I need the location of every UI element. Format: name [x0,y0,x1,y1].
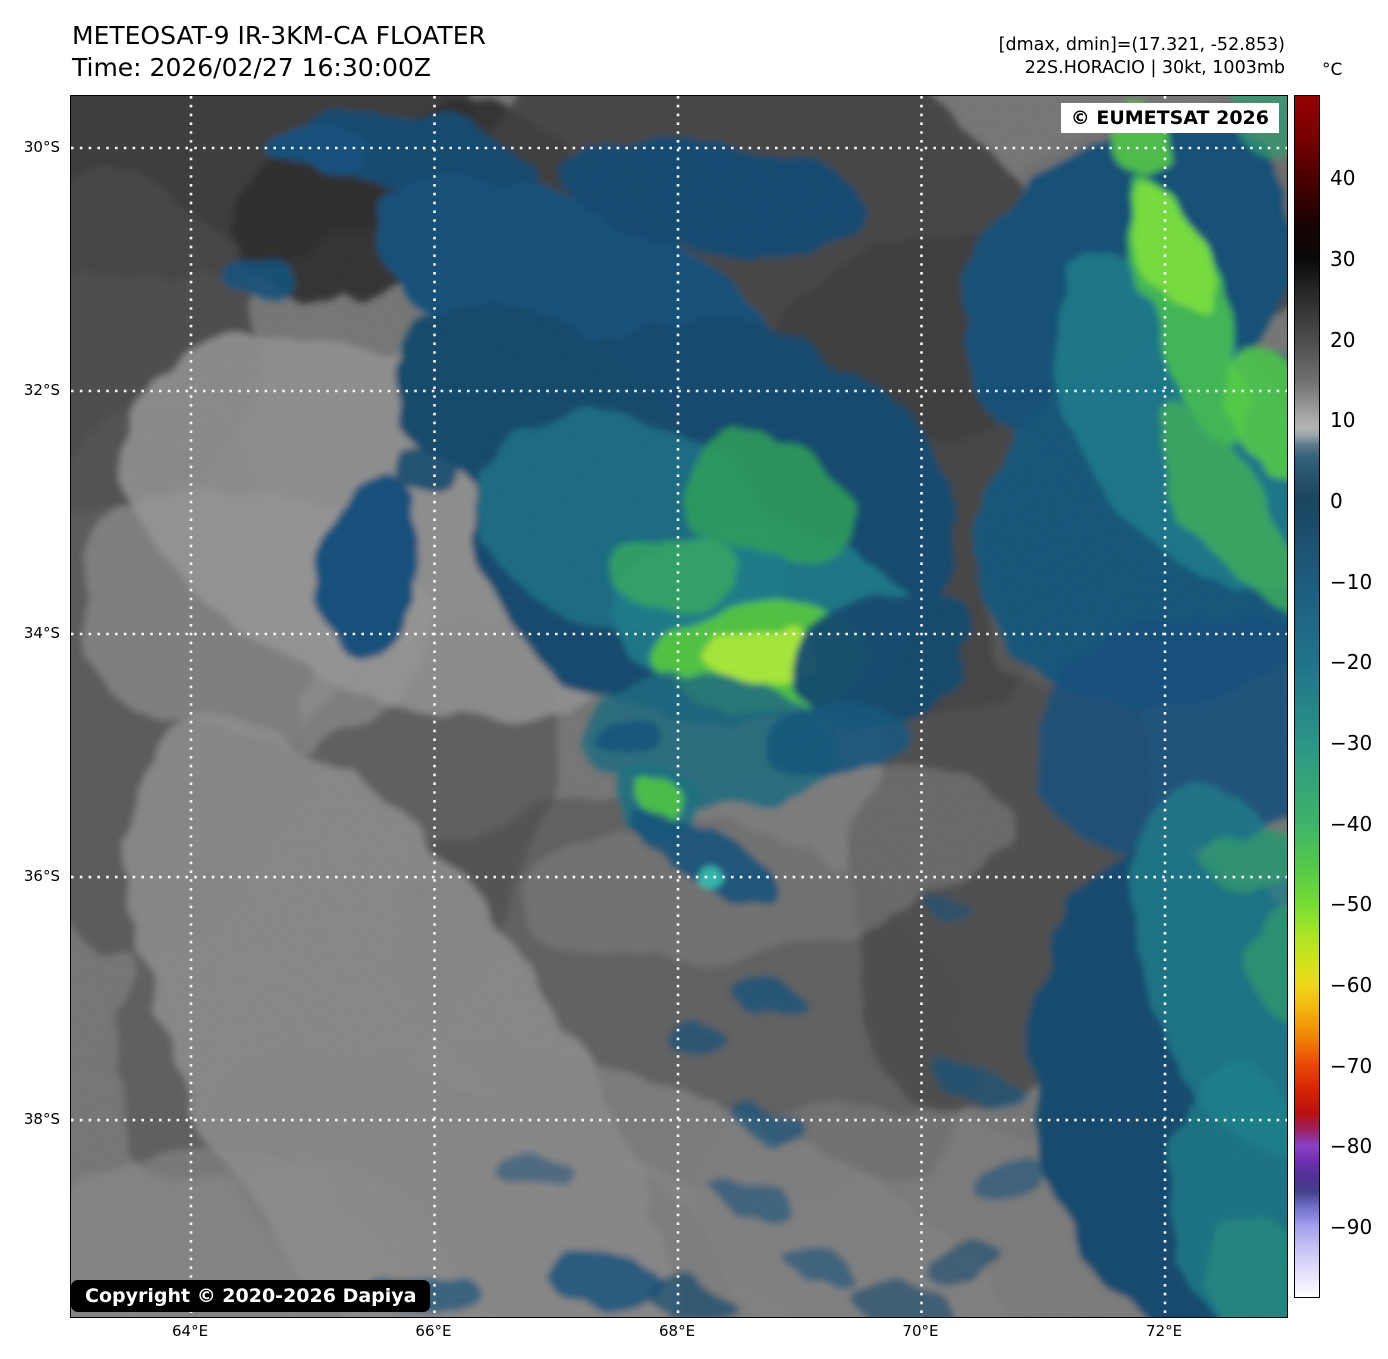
colorbar-tick-label: −40 [1330,811,1373,836]
lat-tick-label: 38°S [23,1110,60,1129]
colorbar-tick-label: 10 [1330,408,1356,433]
colorbar-tick-label: −30 [1330,730,1373,755]
colorbar-gradient [1294,95,1320,1298]
satellite-map: © EUMETSAT 2026 Copyright © 2020-2026 Da… [70,95,1288,1318]
dmax-dmin-readout: [dmax, dmin]=(17.321, -52.853) [998,35,1285,55]
colorbar-tick-label: −60 [1330,972,1373,997]
colorbar-tick-label: −50 [1330,892,1373,917]
colorbar-tick-label: 30 [1330,246,1356,271]
product-time: Time: 2026/02/27 16:30:00Z [72,53,431,82]
colorbar-tick-label: 20 [1330,327,1356,352]
colorbar-tick-label: −90 [1330,1215,1373,1239]
product-title: METEOSAT-9 IR-3KM-CA FLOATER [72,21,486,50]
colorbar-tick-label: 0 [1330,488,1343,513]
lat-tick-label: 36°S [23,867,60,886]
lon-tick-label: 64°E [171,1322,209,1340]
storm-readout: 22S.HORACIO | 30kt, 1003mb [1024,58,1285,78]
colorbar-unit-label: °C [1322,60,1343,80]
lat-tick-label: 32°S [23,380,60,399]
colorbar-tick-label: −10 [1330,569,1373,594]
lon-tick-label: 70°E [902,1322,939,1340]
lon-tick-label: 72°E [1145,1322,1183,1340]
colorbar-tick-label: 40 [1330,166,1356,191]
eumetsat-badge: © EUMETSAT 2026 [1060,103,1279,133]
colorbar-tick-label: −20 [1330,650,1373,675]
latitude-axis: 30°S 32°S 34°S 36°S 38°S [0,95,64,1316]
info-block: [dmax, dmin]=(17.321, -52.853) 22S.HORAC… [999,34,1285,80]
copyright-badge: Copyright © 2020-2026 Dapiya [71,1280,431,1312]
longitude-axis: 64°E 66°E 68°E 70°E 72°E [70,1322,1286,1346]
colorbar-tick-label: −70 [1330,1053,1373,1078]
satellite-image [71,96,1287,1317]
colorbar: 40 30 20 10 0 −10 −20 −30 −40 −50 −60 −70 −80 −90 [1294,95,1388,1298]
lat-tick-label: 30°S [23,138,60,156]
lat-tick-label: 34°S [23,623,60,642]
lon-tick-label: 68°E [658,1322,696,1340]
title-block: METEOSAT-9 IR-3KM-CA FLOATER Time: 2026/… [72,20,486,84]
colorbar-tick-label: −80 [1330,1134,1373,1159]
lon-tick-label: 66°E [415,1322,452,1340]
